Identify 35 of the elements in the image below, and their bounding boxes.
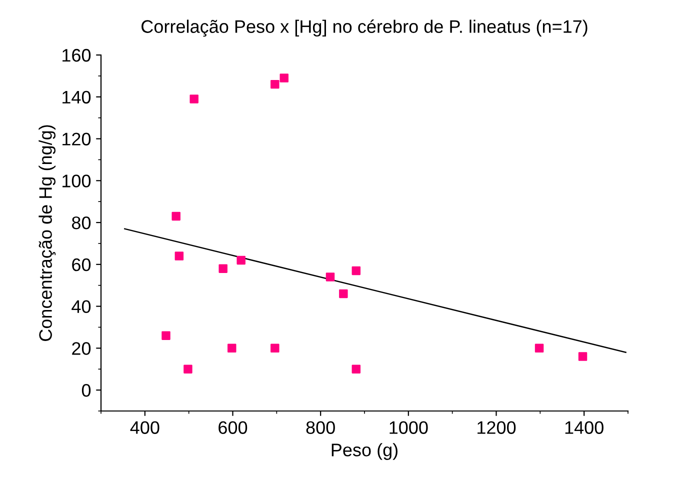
y-tick-label: 60: [72, 258, 91, 272]
point: [352, 266, 361, 276]
x-tick-label: 400: [130, 421, 160, 434]
y-tick-label: 0: [82, 384, 91, 397]
point: [174, 252, 184, 260]
point: [339, 289, 348, 298]
y-tick-label: 20: [72, 342, 91, 355]
point: [326, 272, 335, 282]
point: [352, 364, 361, 374]
point: [190, 94, 198, 104]
x-tick-label: 1200: [478, 421, 516, 434]
x-tick-label: 1400: [565, 421, 604, 434]
y-tick-label: 140: [62, 90, 91, 104]
x-axis-title: Peso (g): [332, 443, 398, 460]
chart-title: Correlação Peso x [Hg] no cérebro de P. lineatus (n=17): [142, 19, 588, 37]
point: [578, 352, 588, 361]
y-tick-label: 160: [62, 48, 91, 62]
x-tick-label: 600: [218, 421, 248, 434]
x-tick-label: 1000: [390, 421, 428, 434]
point: [218, 264, 228, 273]
point: [184, 364, 192, 374]
y-tick-label: 120: [62, 132, 91, 146]
point: [270, 80, 280, 89]
point: [534, 344, 544, 353]
y-tick-label: 80: [72, 216, 91, 230]
point: [236, 256, 246, 265]
point: [172, 212, 180, 221]
x-tick-label: 800: [306, 421, 335, 434]
y-axis-title: Concentração de Hg (ng/g): [38, 125, 56, 341]
point: [228, 344, 236, 353]
point: [270, 344, 280, 353]
y-tick-label: 40: [72, 300, 91, 314]
point: [162, 331, 170, 340]
point: [280, 74, 288, 82]
y-tick-label: 100: [62, 174, 91, 188]
